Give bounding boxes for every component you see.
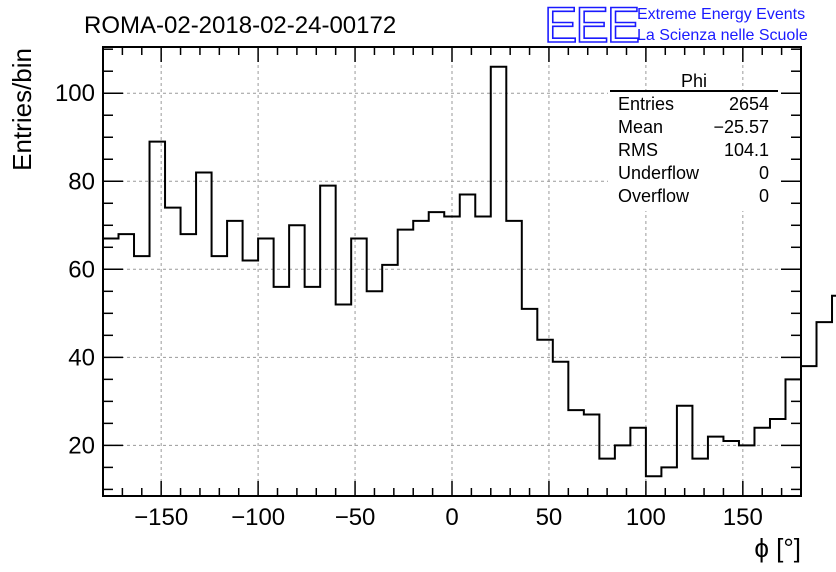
stats-value-rms: 104.1	[724, 140, 769, 160]
x-tick-label: 150	[723, 504, 763, 531]
run-title: ROMA-02-2018-02-24-00172	[84, 12, 396, 39]
stats-box-background	[608, 91, 778, 211]
y-tick-label: 60	[68, 256, 95, 283]
x-tick-label: −50	[335, 504, 376, 531]
axis-ticks	[103, 47, 801, 496]
stats-box-title: Phi	[681, 71, 707, 91]
y-tick-label: 100	[55, 80, 95, 107]
y-axis-label: Entries/bin	[7, 48, 37, 171]
y-tick-labels: 20 40 60 80 100	[55, 80, 95, 459]
y-tick-label: 80	[68, 168, 95, 195]
stats-value-underflow: 0	[759, 163, 769, 183]
y-tick-label: 40	[68, 344, 95, 371]
stats-label-underflow: Underflow	[618, 163, 700, 183]
stats-value-entries: 2654	[729, 94, 769, 114]
x-tick-label: 100	[626, 504, 666, 531]
x-tick-label: 50	[536, 504, 563, 531]
logo-text: EEE	[544, 0, 639, 53]
x-tick-labels: −150 −100 −50 0 50 100 150	[134, 504, 763, 531]
x-tick-label: −150	[134, 504, 188, 531]
eee-logo: EEE Extreme Energy Events La Scienza nel…	[543, 0, 808, 54]
histogram-line	[103, 65, 836, 478]
logo-line-2: La Scienza nelle Scuole	[637, 27, 808, 44]
logo-line-1: Extreme Energy Events	[637, 6, 805, 23]
x-tick-label: −100	[231, 504, 285, 531]
stats-label-entries: Entries	[618, 94, 674, 114]
stats-box: Phi Entries 2654 Mean −25.57 RMS 104.1 U…	[608, 71, 778, 211]
stats-value-overflow: 0	[759, 186, 769, 206]
x-tick-label: 0	[445, 504, 458, 531]
stats-label-mean: Mean	[618, 117, 663, 137]
x-axis-label: ϕ [°]	[754, 533, 801, 563]
y-tick-label: 20	[68, 432, 95, 459]
stats-label-overflow: Overflow	[618, 186, 690, 206]
stats-value-mean: −25.57	[713, 117, 769, 137]
stats-label-rms: RMS	[618, 140, 658, 160]
